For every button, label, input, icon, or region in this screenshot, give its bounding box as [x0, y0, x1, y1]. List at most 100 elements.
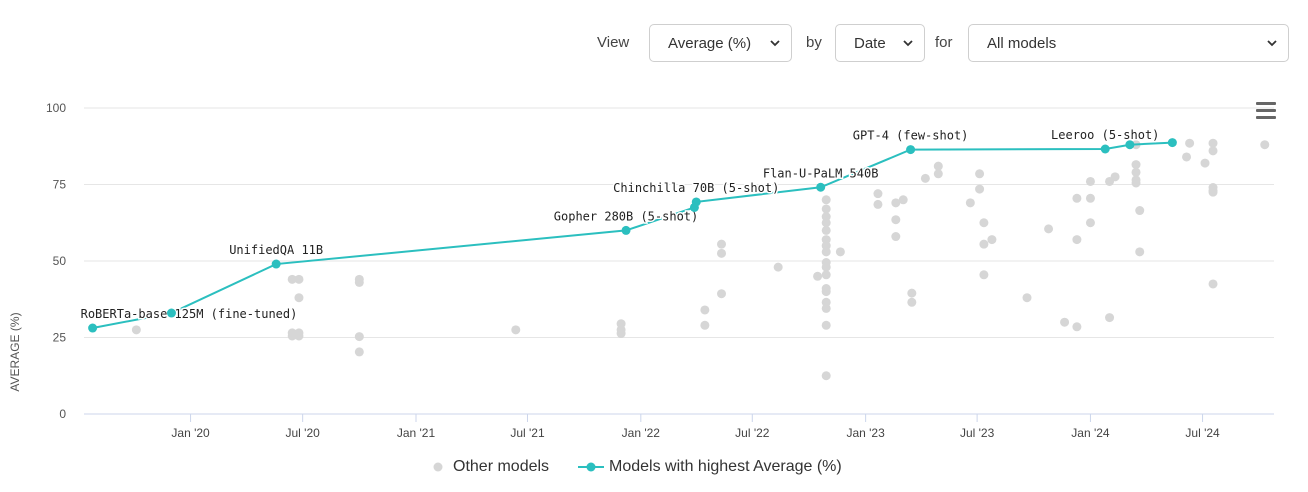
data-point-other — [1131, 167, 1141, 177]
legend-item-best-models[interactable]: Models with highest Average (%) — [578, 458, 842, 476]
data-point-other — [821, 195, 831, 205]
data-point-other — [813, 271, 823, 281]
data-point-other — [354, 347, 364, 357]
x-axis: Jan '20 Jul '20 Jan '21 Jul '21 Jan '22 Jul '… — [171, 414, 1220, 440]
data-point-other — [933, 161, 943, 171]
data-point-other — [1260, 140, 1270, 150]
data-point-other — [907, 288, 917, 298]
y-tick-label: 100 — [46, 101, 66, 115]
data-label: Chinchilla 70B (5-shot) — [613, 181, 779, 195]
legend: Other models Models with highest Average… — [0, 458, 1308, 480]
data-point-other — [1200, 158, 1210, 168]
for-label: for — [935, 34, 953, 51]
data-point-other — [821, 262, 831, 272]
data-point-other — [773, 262, 783, 272]
data-point-other — [821, 225, 831, 235]
x-tick-label: Jan '22 — [622, 426, 661, 440]
data-label: Leeroo (5-shot) — [1051, 128, 1159, 142]
data-point-other — [821, 247, 831, 257]
data-point-other — [821, 270, 831, 280]
data-point-best — [691, 197, 701, 207]
y-axis: 0 25 50 75 100 — [46, 101, 66, 421]
data-point-other — [979, 218, 989, 228]
legend-marker-other — [433, 462, 443, 472]
chevron-down-icon — [903, 40, 913, 47]
data-point-best — [88, 323, 98, 333]
y-axis-title: AVERAGE (%) — [8, 312, 22, 391]
x-tick-label: Jan '24 — [1071, 426, 1110, 440]
for-select-value: All models — [987, 35, 1057, 52]
data-point-best — [906, 145, 916, 155]
data-label: RoBERTa-base 125M (fine-tuned) — [81, 307, 298, 321]
data-point-other — [354, 332, 364, 342]
data-point-other — [287, 274, 297, 284]
data-label: Gopher 280B (5-shot) — [554, 209, 699, 223]
data-point-other — [987, 235, 997, 245]
data-point-other — [700, 320, 710, 330]
data-point-other — [835, 247, 845, 257]
chevron-down-icon — [1267, 40, 1277, 47]
data-point-other — [1135, 206, 1145, 216]
view-select[interactable]: Average (%) — [649, 24, 792, 62]
for-select[interactable]: All models — [968, 24, 1289, 62]
data-point-best — [816, 182, 826, 192]
data-label: UnifiedQA 11B — [229, 243, 323, 257]
data-point-other — [1135, 247, 1145, 257]
data-point-best — [1167, 138, 1177, 148]
data-point-other — [700, 305, 710, 315]
x-tick-label: Jan '23 — [846, 426, 885, 440]
data-point-other — [1208, 279, 1218, 289]
data-point-other — [511, 325, 521, 335]
data-point-other — [898, 195, 908, 205]
best-models-line — [92, 141, 1173, 329]
x-tick-label: Jan '20 — [171, 426, 210, 440]
data-point-best — [166, 308, 176, 318]
by-select[interactable]: Date — [835, 24, 925, 62]
x-tick-label: Jul '21 — [510, 426, 545, 440]
data-point-other — [975, 169, 985, 179]
data-point-other — [873, 199, 883, 209]
data-point-other — [1044, 224, 1054, 234]
data-point-other — [979, 270, 989, 280]
best-models-series: RoBERTa-base 125M (fine-tuned) UnifiedQA … — [79, 127, 1177, 333]
data-point-other — [294, 274, 304, 284]
data-point-other — [1131, 178, 1141, 188]
hamburger-menu-icon[interactable] — [1256, 102, 1276, 120]
data-point-other — [1208, 187, 1218, 197]
data-point-other — [907, 297, 917, 307]
chevron-down-icon — [770, 40, 780, 47]
x-tick-label: Jan '21 — [397, 426, 436, 440]
data-point-best — [621, 225, 631, 235]
data-point-other — [920, 173, 930, 183]
data-point-other — [717, 289, 726, 299]
data-point-other — [1110, 172, 1120, 182]
data-point-other — [933, 169, 943, 179]
data-point-other — [1185, 138, 1195, 148]
by-select-value: Date — [854, 35, 886, 52]
data-point-other — [975, 184, 985, 194]
data-point-other — [717, 239, 726, 249]
data-point-other — [1072, 193, 1082, 203]
data-point-other — [131, 325, 141, 335]
data-point-other — [891, 232, 901, 242]
legend-label-best: Models with highest Average (%) — [609, 458, 842, 475]
y-tick-label: 25 — [53, 331, 67, 345]
view-select-value: Average (%) — [668, 35, 752, 52]
legend-item-other-models[interactable]: Other models — [432, 458, 549, 476]
chart-controls: View Average (%) by Date for All models — [0, 24, 1308, 64]
data-point-other — [616, 329, 626, 339]
data-point-other — [1022, 293, 1032, 303]
data-point-other — [965, 198, 975, 208]
data-point-other — [1085, 176, 1095, 186]
data-point-other — [1105, 313, 1115, 323]
chart-grid — [84, 107, 1274, 415]
y-tick-label: 75 — [53, 178, 67, 192]
data-point-other — [294, 331, 304, 341]
legend-marker-best — [578, 462, 604, 472]
data-point-other — [354, 277, 364, 287]
data-point-other — [821, 371, 831, 381]
data-point-other — [717, 248, 726, 258]
data-point-other — [1060, 317, 1070, 327]
data-point-other — [821, 204, 831, 214]
